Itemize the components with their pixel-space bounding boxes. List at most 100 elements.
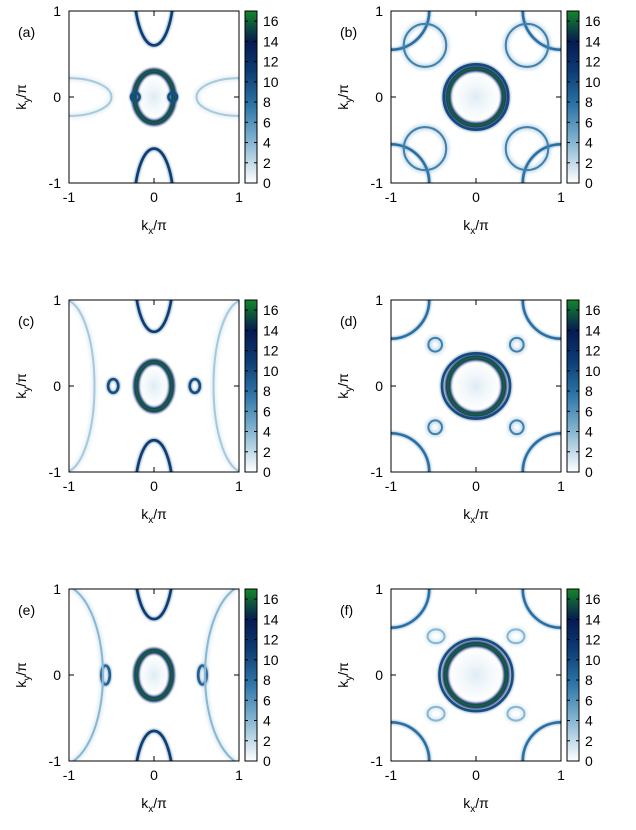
x-axis-suffix: /π (475, 795, 489, 811)
x-axis-title: kx/π (463, 506, 489, 526)
colorbar-tick-label: 2 (585, 155, 593, 171)
colorbar-tick-label: 8 (263, 94, 271, 110)
colorbar-ticks: 0 2 4 6 8 10 12 14 16 (567, 13, 601, 191)
colorbar-tick-label: 16 (585, 591, 601, 607)
x-axis-title: kx/π (141, 506, 167, 526)
y-axis-subscript: y (22, 676, 33, 681)
y-axis-title: ky/π (335, 662, 355, 688)
colorbar-tick-label: 12 (263, 343, 279, 359)
svg-text:kx/π: kx/π (141, 217, 167, 237)
y-axis-subscript: y (344, 387, 355, 392)
x-axis-subscript: x (148, 226, 153, 237)
y-axis-title: ky/π (13, 84, 33, 110)
plot-area: -1 0 1 -1 0 1 (371, 3, 566, 205)
y-axis-suffix: /π (335, 662, 351, 676)
fermi-pocket (443, 353, 509, 419)
y-axis-title: ky/π (335, 373, 355, 399)
colorbar-tick-label: 16 (263, 591, 279, 607)
colorbar (566, 299, 580, 473)
x-tick-label: 1 (235, 767, 243, 783)
x-tick-label: 1 (557, 189, 565, 205)
x-axis-letter: k (141, 217, 149, 233)
colorbar-tick-label: 4 (263, 135, 271, 151)
y-tick-label: 0 (375, 378, 383, 394)
y-axis-suffix: /π (13, 84, 29, 98)
y-axis-title: ky/π (13, 373, 33, 399)
colorbar-tick-label: 6 (263, 114, 271, 130)
x-tick-label: 0 (150, 478, 158, 494)
x-axis-title: kx/π (463, 217, 489, 237)
y-axis-letter: k (335, 391, 351, 399)
panel-label: (b) (340, 24, 357, 40)
x-axis-letter: k (141, 506, 149, 522)
y-axis-title: ky/π (335, 84, 355, 110)
colorbar-tick-label: 10 (585, 363, 601, 379)
fermi-pocket (508, 418, 526, 436)
x-axis-subscript: x (148, 804, 153, 815)
x-tick-label: -1 (63, 767, 76, 783)
x-axis-subscript: x (470, 226, 475, 237)
colorbar-tick-label: 8 (263, 672, 271, 688)
x-axis-title: kx/π (463, 795, 489, 815)
x-axis-letter: k (463, 506, 471, 522)
x-tick-label: 1 (557, 767, 565, 783)
colorbar-tick-label: 14 (263, 322, 279, 338)
y-tick-label: 1 (53, 581, 61, 597)
y-axis-suffix: /π (13, 662, 29, 676)
colorbar-tick-label: 6 (585, 692, 593, 708)
panel-label: (a) (18, 24, 35, 40)
colorbar-tick-label: 10 (585, 74, 601, 90)
fermi-pocket (425, 705, 447, 723)
svg-text:ky/π: ky/π (13, 662, 33, 688)
fermi-arc (134, 11, 174, 48)
fermi-pocket (443, 64, 509, 130)
y-axis-subscript: y (22, 387, 33, 392)
x-axis-subscript: x (470, 515, 475, 526)
svg-text:kx/π: kx/π (463, 795, 489, 815)
colorbar-tick-label: 4 (263, 424, 271, 440)
svg-text:ky/π: ky/π (13, 373, 33, 399)
x-tick-label: -1 (385, 767, 398, 783)
fermi-arc (504, 22, 550, 69)
fermi-arc (504, 125, 550, 172)
colorbar-tick-label: 6 (585, 114, 593, 130)
plot-area: -1 0 1 -1 0 1 (371, 292, 566, 494)
colorbar-tick-label: 14 (585, 322, 601, 338)
colorbar-tick-label: 2 (585, 444, 593, 460)
colorbar-ticks: 0 2 4 6 8 10 12 14 16 (567, 302, 601, 480)
fermi-arc (194, 76, 239, 118)
fermi-arc (135, 729, 173, 761)
colorbar-tick-label: 2 (263, 444, 271, 460)
colorbar-tick-label: 4 (585, 135, 593, 151)
colorbar-tick-label: 14 (585, 611, 601, 627)
colorbar (244, 10, 258, 184)
x-tick-label: -1 (63, 478, 76, 494)
colorbar (244, 588, 258, 762)
colorbar (244, 299, 258, 473)
y-axis-letter: k (13, 391, 29, 399)
colorbar-tick-label: 0 (263, 464, 271, 480)
colorbar-tick-label: 12 (585, 632, 601, 648)
fermi-pocket (187, 377, 202, 395)
colorbar-tick-label: 16 (585, 13, 601, 29)
x-tick-label: -1 (385, 478, 398, 494)
x-tick-label: 1 (235, 189, 243, 205)
panel-label: (d) (340, 313, 357, 329)
y-axis-suffix: /π (13, 373, 29, 387)
y-tick-label: 1 (375, 292, 383, 308)
colorbar-tick-label: 12 (263, 54, 279, 70)
plot-area: -1 0 1 -1 0 1 (49, 581, 244, 783)
fermi-pocket (131, 67, 177, 127)
y-tick-label: 0 (375, 667, 383, 683)
colorbar-ticks: 0 2 4 6 8 10 12 14 16 (245, 13, 279, 191)
x-axis-letter: k (463, 795, 471, 811)
colorbar-tick-label: 6 (263, 403, 271, 419)
colorbar-ticks: 0 2 4 6 8 10 12 14 16 (567, 591, 601, 769)
x-axis-subscript: x (148, 515, 153, 526)
fermi-pocket (99, 663, 112, 687)
svg-text:ky/π: ky/π (13, 84, 33, 110)
y-tick-label: -1 (371, 175, 384, 191)
fermi-arc (402, 22, 448, 69)
